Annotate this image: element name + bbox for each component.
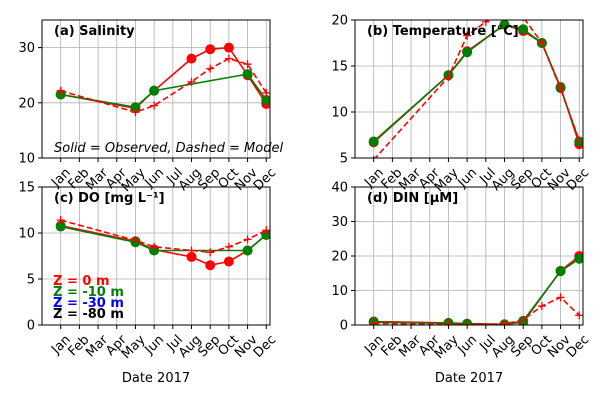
data-point xyxy=(243,235,252,244)
data-point xyxy=(205,44,216,55)
data-point xyxy=(224,242,233,251)
data-point xyxy=(242,69,253,80)
panel-din: 010203040JanFebMarAprMayJunJulAugSepOctN… xyxy=(331,181,592,387)
data-point xyxy=(223,256,234,267)
panel-title: (d) DIN [μM] xyxy=(367,191,458,206)
data-point xyxy=(575,311,583,320)
data-point xyxy=(131,108,140,117)
y-tick-label: 10 xyxy=(331,106,348,121)
y-tick-label: 0 xyxy=(27,319,35,334)
series-line xyxy=(60,225,267,252)
data-point xyxy=(518,24,529,35)
series-line xyxy=(374,20,581,158)
y-tick-label: 15 xyxy=(331,60,348,75)
y-tick-label: 40 xyxy=(331,181,348,196)
data-point xyxy=(556,85,565,93)
x-axis-label: Date 2017 xyxy=(435,371,503,386)
data-point xyxy=(224,54,233,63)
data-point xyxy=(463,31,472,40)
series-group xyxy=(368,5,583,158)
series-line xyxy=(60,57,267,114)
y-tick-label: 10 xyxy=(331,284,348,299)
data-point xyxy=(368,136,379,147)
series-line xyxy=(373,23,581,142)
data-point xyxy=(187,77,196,86)
data-point xyxy=(262,226,270,235)
data-point xyxy=(555,266,566,277)
data-point xyxy=(481,20,490,26)
data-point xyxy=(261,95,270,106)
data-point xyxy=(462,47,473,58)
axes-frame xyxy=(354,19,584,159)
data-point xyxy=(575,136,583,145)
x-tick-label: Jun xyxy=(455,332,481,358)
series-line xyxy=(60,224,267,267)
data-point xyxy=(205,260,216,271)
data-point xyxy=(206,248,215,257)
y-tick-label: 20 xyxy=(331,14,348,29)
legend-entry: Z = -80 m xyxy=(53,307,124,322)
series-group xyxy=(55,42,270,117)
y-tick-label: 20 xyxy=(331,250,348,265)
data-point xyxy=(373,155,375,158)
data-point xyxy=(56,216,65,225)
axes-frame xyxy=(41,19,271,159)
data-point xyxy=(131,236,140,245)
data-point xyxy=(186,53,197,64)
data-point xyxy=(150,242,159,251)
legend-entry: Z = -10 m xyxy=(53,285,124,300)
series-line xyxy=(60,219,267,254)
series-line xyxy=(373,258,580,325)
x-tick-label: Dec xyxy=(564,165,592,193)
y-tick-label: 20 xyxy=(18,96,35,111)
y-tick-label: 0 xyxy=(340,319,348,334)
y-tick-label: 5 xyxy=(340,152,348,167)
data-point xyxy=(537,39,546,47)
x-tick-label: Dec xyxy=(564,332,592,360)
data-point xyxy=(206,64,215,73)
data-point xyxy=(369,319,378,325)
x-axis-label: Date 2017 xyxy=(122,371,190,386)
data-point xyxy=(444,320,453,325)
y-tick-label: 5 xyxy=(27,273,35,288)
data-point xyxy=(149,85,160,96)
data-point xyxy=(537,302,546,311)
x-tick-label: Dec xyxy=(251,165,279,193)
data-point xyxy=(243,60,252,69)
model-observed-note: Solid = Observed, Dashed = Model xyxy=(54,141,283,156)
panel-title: (b) Temperature [°C] xyxy=(367,24,519,39)
data-point xyxy=(150,101,159,110)
series-line xyxy=(373,296,580,325)
series-line xyxy=(60,73,267,109)
data-point xyxy=(519,315,528,324)
y-tick-label: 30 xyxy=(18,41,35,56)
x-tick-label: Jun xyxy=(142,332,168,358)
y-tick-label: 10 xyxy=(18,152,35,167)
data-point xyxy=(574,253,583,264)
data-point xyxy=(444,73,453,82)
data-point xyxy=(223,42,234,53)
panel-title: (c) DO [mg L⁻¹] xyxy=(54,191,165,206)
data-point xyxy=(56,86,65,95)
series-group xyxy=(368,251,583,325)
panel-salinity: 102030JanFebMarAprMayJunJulAugSepOctNovD… xyxy=(18,19,279,195)
series-group xyxy=(55,216,270,271)
x-tick-label: Dec xyxy=(251,332,279,360)
legend-entry: Z = -30 m xyxy=(53,296,124,311)
legend-entry: Z = 0 m xyxy=(53,274,110,289)
y-tick-label: 10 xyxy=(18,227,35,242)
panel-title: (a) Salinity xyxy=(54,24,135,39)
y-tick-label: 30 xyxy=(331,215,348,230)
data-point xyxy=(242,245,253,256)
panel-temperature: 5101520JanFebMarAprMayJunJulAugSepOctNov… xyxy=(331,5,592,196)
data-point xyxy=(262,88,270,97)
data-point xyxy=(187,246,196,255)
data-point xyxy=(500,319,509,325)
axes-frame xyxy=(41,186,271,326)
depth-legend: Z = 0 mZ = -10 mZ = -30 mZ = -80 m xyxy=(53,274,124,322)
data-point xyxy=(556,293,565,302)
data-point xyxy=(501,5,509,13)
y-tick-label: 15 xyxy=(18,181,35,196)
